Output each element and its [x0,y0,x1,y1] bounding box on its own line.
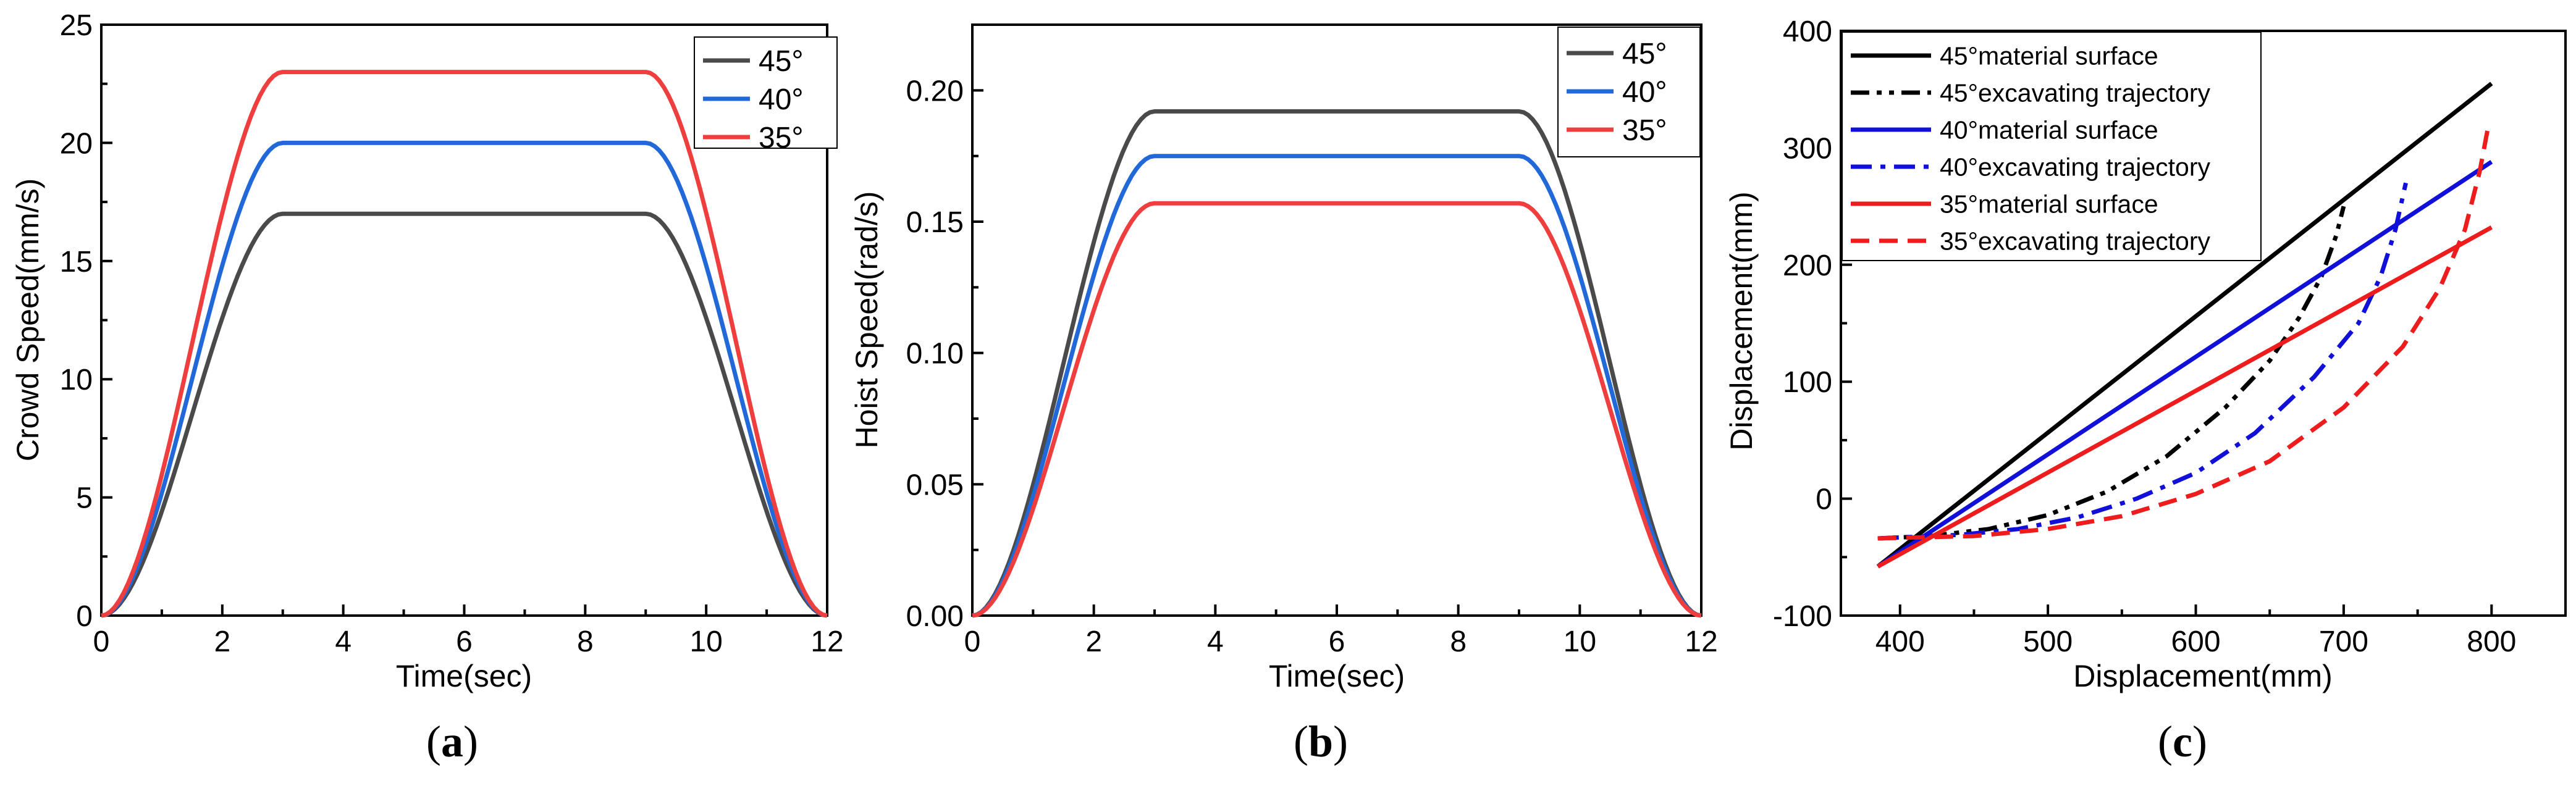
legend-label: 45° [1622,38,1667,70]
y-axis-label-a: Crowd Speed(mm/s) [11,178,45,461]
x-tick-label: 10 [1564,625,1596,658]
series-line-a-3 [101,70,828,618]
x-tick-label: 12 [810,625,843,658]
y-axis-label-c: Displacement(mm) [1724,191,1759,451]
x-tick-label: 4 [335,625,351,658]
caption-c: (c) [2158,717,2207,766]
legend-label: 40° [1622,76,1667,109]
caption-open-c: ( [2158,717,2173,766]
series-layer-b [972,109,1702,618]
series-line-c-6 [1877,123,2491,541]
y-tick-label: 0 [1816,483,1832,516]
series-line-c-2 [1877,206,2346,541]
y-tick-label: 10 [60,364,93,396]
caption-b: (b) [1294,717,1348,766]
x-tick-label: 600 [2171,625,2220,658]
legend-label: 40° [759,83,804,116]
caption-a: (a) [426,717,478,766]
x-tick-label: 8 [1450,625,1467,658]
series-layer-a [101,70,828,618]
series-line-b-1 [972,109,1702,618]
y-tick-label: 200 [1783,249,1832,282]
series-layer-c [1876,82,2493,569]
x-tick-label: 2 [1085,625,1102,658]
x-tick-label: 2 [214,625,230,658]
series-line-b-2 [972,154,1702,618]
x-tick-label: 0 [93,625,110,658]
series-line-c-5 [1877,225,2493,569]
x-tick-label: 12 [1685,625,1717,658]
y-tick-label: 0.15 [906,206,964,239]
y-tick-label: 100 [1783,366,1832,399]
legend-label: 35°excavating trajectory [1940,227,2211,255]
caption-open-b: ( [1294,717,1308,766]
y-tick-label: 0.20 [906,75,964,107]
x-tick-label: 700 [2319,625,2368,658]
y-axis-label-b: Hoist Speed(rad/s) [849,191,884,449]
legend-b: 45° 40° 35° [1557,27,1701,157]
caption-close-b: ) [1333,717,1348,766]
series-line-c-3 [1876,160,2493,569]
x-tick-label: 800 [2467,625,2516,658]
caption-letter-c: c [2173,717,2192,766]
y-tick-label: 0.00 [906,600,964,633]
caption-close-a: ) [463,717,478,766]
y-tick-label: 5 [76,482,93,515]
ticks-c: 400 500 600 700 800 -100 0 100 200 300 400 [1773,15,2516,658]
y-tick-label: 0.10 [906,338,964,370]
x-tick-label: 500 [2023,625,2073,658]
series-line-a-2 [101,140,828,618]
legend-box-a [694,36,838,149]
legend-c: 45°material surface 45°excavating traject… [1842,31,2262,261]
y-tick-label: 400 [1783,15,1832,48]
legend-label: 45°excavating trajectory [1940,78,2211,107]
chart-panel-c: 400 500 600 700 800 -100 0 100 200 300 400 45°mate… [1724,15,2567,766]
x-axis-label-c: Displacement(mm) [2073,659,2333,693]
legend-label: 40°excavating trajectory [1940,153,2211,181]
legend-label: 45°material surface [1940,41,2158,70]
legend-box-c [1842,31,2262,261]
caption-letter-a: a [441,717,463,766]
legend-a: 45° 40° 35° [694,36,838,154]
caption-letter-b: b [1308,717,1333,766]
ticks-b: 0 2 4 6 8 10 12 0.00 0.05 0.10 0.15 0.20 [906,75,1718,658]
legend-label: 45° [759,45,804,78]
series-line-c-4 [1877,182,2408,541]
series-line-a-1 [101,211,828,618]
legend-label: 35° [1622,114,1667,147]
y-tick-label: 0.05 [906,469,964,501]
legend-label: 35°material surface [1940,190,2158,218]
chart-panel-b: 0 2 4 6 8 10 120.000.050.100.150.20 45°40°35° … [849,23,1718,766]
x-tick-label: 6 [1329,625,1345,658]
y-tick-label: -100 [1773,600,1832,633]
x-tick-label: 6 [456,625,473,658]
x-tick-label: 10 [689,625,722,658]
caption-close-c: ) [2192,717,2207,766]
ticks-a: 0 2 4 6 8 10 12 0 5 10 15 20 25 [60,9,844,658]
y-tick-label: 300 [1783,132,1832,165]
y-tick-label: 25 [60,9,93,42]
x-tick-label: 4 [1207,625,1224,658]
x-tick-label: 8 [577,625,594,658]
x-axis-label-b: Time(sec) [1269,659,1405,693]
legend-label: 40°material surface [1940,115,2158,144]
y-tick-label: 0 [76,600,93,633]
x-tick-label: 400 [1875,625,1925,658]
y-tick-label: 15 [60,246,93,278]
legend-label: 35° [759,122,804,154]
y-tick-label: 20 [60,127,93,160]
x-tick-label: 0 [964,625,981,658]
caption-open-a: ( [426,717,441,766]
x-axis-label-a: Time(sec) [396,659,532,693]
series-line-b-3 [972,201,1702,618]
series-line-c-1 [1876,82,2493,569]
